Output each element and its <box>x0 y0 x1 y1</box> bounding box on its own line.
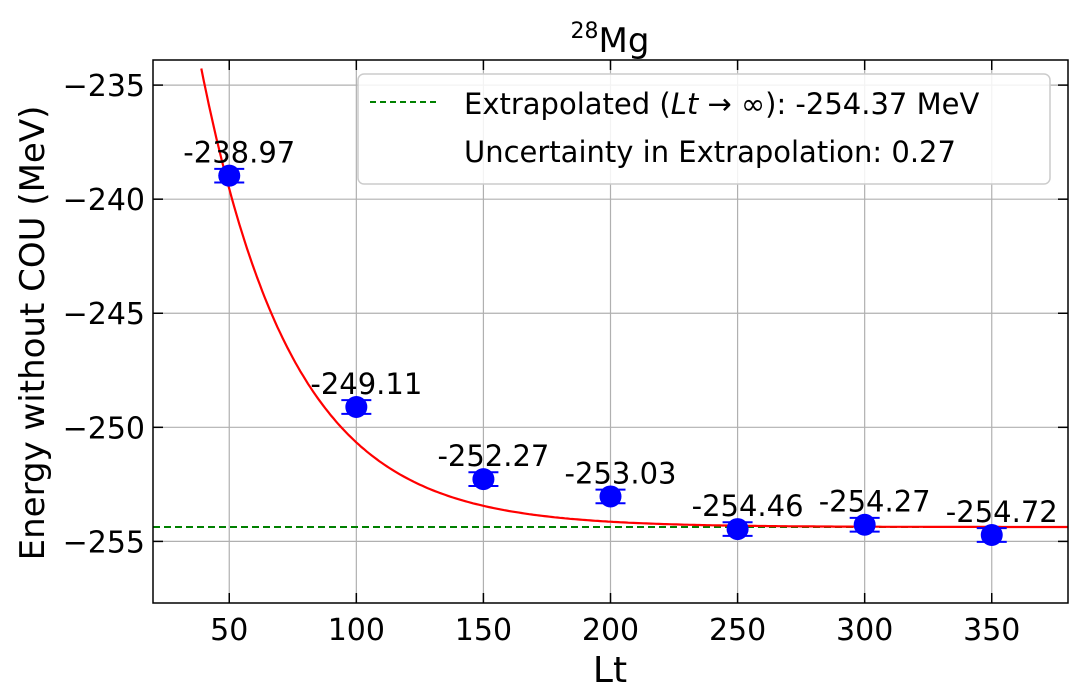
x-tick-label: 350 <box>963 613 1020 648</box>
x-tick-label: 200 <box>582 613 639 648</box>
data-point <box>853 513 876 536</box>
legend-uncertainty-label: Uncertainty in Extrapolation: 0.27 <box>464 135 956 169</box>
legend-extrapolated-math-lt: Lt <box>671 87 700 121</box>
x-tick-label: 150 <box>455 613 512 648</box>
legend-extrapolated-suffix: ): -254.37 MeV <box>765 87 979 121</box>
data-label: -249.11 <box>310 367 422 401</box>
data-point <box>599 485 622 508</box>
data-point <box>726 518 749 541</box>
chart-title: 28Mg <box>571 19 650 61</box>
data-point <box>980 524 1003 547</box>
x-tick-label: 300 <box>836 613 893 648</box>
data-label: -238.97 <box>183 136 295 170</box>
chart-title-superscript: 28 <box>571 19 599 44</box>
data-point <box>472 468 495 491</box>
x-tick-label: 250 <box>709 613 766 648</box>
x-tick-label: 50 <box>210 613 248 648</box>
data-point <box>345 396 368 419</box>
y-tick-label: −245 <box>63 297 145 332</box>
axis-ticks: 50 100 150 200 250 300 350 −235 −240 −245 −250 −255 <box>63 60 1068 648</box>
legend: Extrapolated (Lt → ∞): -254.37 MeV Uncer… <box>357 73 1051 185</box>
legend-extrapolated-label: Extrapolated (Lt → ∞): -254.37 MeV <box>464 87 979 121</box>
data-label: -252.27 <box>437 439 549 473</box>
y-tick-label: −235 <box>63 69 145 104</box>
data-label: -253.03 <box>565 456 677 490</box>
data-points-layer <box>214 164 1007 547</box>
fit-curve <box>200 68 1068 529</box>
y-tick-label: −240 <box>63 183 145 218</box>
x-tick-label: 100 <box>328 613 385 648</box>
data-point <box>218 164 241 187</box>
data-labels-layer: -238.97 -249.11 -252.27 -253.03 -254.46 -254.… <box>183 136 1057 529</box>
data-label: -254.72 <box>946 495 1058 529</box>
fit-curve-layer <box>200 68 1068 529</box>
y-tick-label: −255 <box>63 525 145 560</box>
y-tick-label: −250 <box>63 411 145 446</box>
chart-title-text: Mg <box>599 21 650 61</box>
data-label: -254.27 <box>819 485 931 519</box>
x-axis-label: Lt <box>593 650 627 691</box>
y-axis-label: Energy without COU (MeV) <box>13 106 53 561</box>
data-label: -254.46 <box>692 489 804 523</box>
legend-extrapolated-math-arrow: → ∞ <box>698 87 765 121</box>
legend-box <box>357 73 1051 185</box>
legend-extrapolated-prefix: Extrapolated ( <box>464 87 671 121</box>
